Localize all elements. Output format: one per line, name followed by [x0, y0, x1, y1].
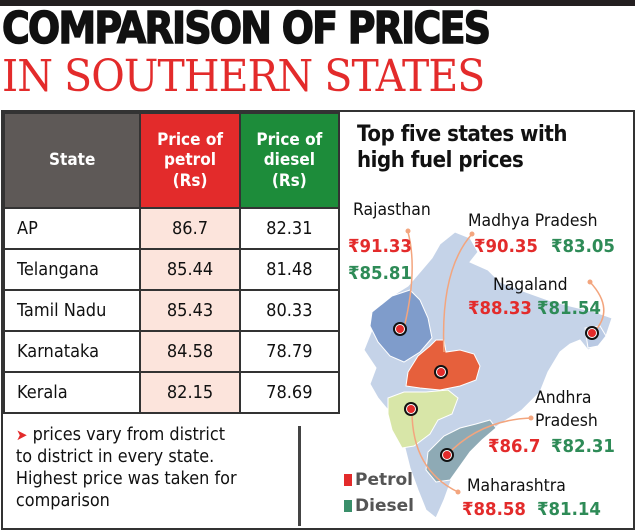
legend-diesel-label: Diesel	[355, 496, 414, 516]
andhra-pradesh-petrol-price: ₹86.7	[488, 436, 541, 457]
header-diesel-line2: diesel	[263, 150, 315, 171]
rajasthan-label: Rajasthan	[353, 200, 431, 220]
petrol-cell: 82.15	[139, 371, 241, 414]
table-row: Kerala 82.15 78.69	[2, 371, 341, 414]
footnote-line3: Highest price was taken for	[15, 469, 237, 490]
petrol-cell: 86.7	[139, 207, 241, 250]
bullet-arrow-icon: ➤	[15, 426, 28, 444]
andhra-pradesh-label-line2: Pradesh	[535, 411, 598, 431]
andhra-leader-line	[446, 417, 532, 456]
nagaland-marker	[585, 326, 599, 340]
andhra-pradesh-label-line1: Andhra	[535, 388, 592, 408]
table-row: Telangana 85.44 81.48	[2, 248, 341, 291]
andhra-pradesh-region	[425, 419, 497, 483]
andhra-pradesh-marker	[440, 448, 454, 462]
madhya-pradesh-leader-dot	[469, 231, 475, 237]
map-subtitle: Top five states with high fuel prices	[357, 122, 567, 175]
maharashtra-diesel-price: ₹81.14	[537, 499, 601, 520]
footnote: ➤ prices vary from district to district …	[3, 418, 279, 512]
legend-diesel: Diesel	[344, 496, 414, 516]
diesel-cell: 81.48	[238, 248, 341, 291]
madhya-pradesh-label: Madhya Pradesh	[468, 211, 598, 231]
madhya-pradesh-diesel-price: ₹83.05	[551, 236, 615, 257]
header-petrol-line3: (Rs)	[172, 170, 208, 191]
andhra-pradesh-diesel-price: ₹82.31	[551, 436, 615, 457]
table-header-row: State Price of petrol (Rs) Price of dies…	[2, 112, 341, 209]
header-state: State	[2, 112, 142, 209]
table-row: Tamil Nadu 85.43 80.33	[2, 289, 341, 332]
state-cell: Tamil Nadu	[2, 289, 142, 332]
rajasthan-leader-line	[403, 231, 413, 329]
petrol-cell: 85.44	[139, 248, 241, 291]
diesel-cell: 82.31	[238, 207, 341, 250]
state-cell: Kerala	[2, 371, 142, 414]
diesel-cell: 80.33	[238, 289, 341, 332]
state-cell: AP	[2, 207, 142, 250]
footnote-line1: prices vary from district	[32, 425, 226, 445]
legend-petrol: Petrol	[344, 470, 413, 490]
andhra-leader-dot	[528, 415, 534, 421]
rajasthan-leader-dot	[405, 228, 411, 234]
nagaland-diesel-price: ₹81.54	[537, 298, 601, 319]
maharashtra-leader-dot	[455, 489, 461, 495]
footnote-divider	[298, 426, 301, 526]
maharashtra-leader-line	[411, 410, 459, 493]
headline-line2: IN SOUTHERN STATES	[2, 51, 485, 102]
header-petrol: Price of petrol (Rs)	[139, 112, 241, 209]
header-petrol-line2: petrol	[164, 150, 216, 171]
header-diesel-line1: Price of	[256, 129, 323, 150]
header-diesel-line3: (Rs)	[271, 170, 307, 191]
header-petrol-line1: Price of	[157, 129, 223, 150]
maharashtra-petrol-price: ₹88.58	[462, 499, 526, 520]
headline-line1: COMPARISON OF PRICES	[1, 3, 491, 55]
diesel-cell: 78.69	[238, 371, 341, 414]
nagaland-leader-dot	[587, 279, 593, 285]
footnote-line4: comparison	[15, 491, 110, 512]
maharashtra-region	[387, 389, 459, 449]
table-row: Karnataka 84.58 78.79	[2, 330, 341, 373]
diesel-cell: 78.79	[238, 330, 341, 373]
state-cell: Karnataka	[2, 330, 142, 373]
nagaland-label: Nagaland	[493, 275, 568, 295]
footnote-line2: to district in every state.	[15, 447, 215, 468]
diesel-swatch-icon	[344, 500, 352, 512]
petrol-cell: 84.58	[139, 330, 241, 373]
petrol-cell: 85.43	[139, 289, 241, 332]
madhya-pradesh-region	[405, 339, 481, 391]
madhya-pradesh-petrol-price: ₹90.35	[474, 236, 538, 257]
maharashtra-marker	[404, 402, 418, 416]
content-frame	[1, 110, 635, 530]
price-table: State Price of petrol (Rs) Price of dies…	[2, 112, 341, 414]
state-cell: Telangana	[2, 248, 142, 291]
header-diesel: Price of diesel (Rs)	[238, 112, 341, 209]
rajasthan-petrol-price: ₹91.33	[348, 236, 412, 257]
map-subtitle-line2: high fuel prices	[357, 148, 524, 174]
map-subtitle-line1: Top five states with	[357, 122, 568, 147]
rajasthan-marker	[393, 322, 407, 336]
legend-petrol-label: Petrol	[355, 470, 414, 490]
table-row: AP 86.7 82.31	[2, 207, 341, 250]
madhya-pradesh-leader-line	[442, 233, 473, 353]
maharashtra-label: Maharashtra	[467, 476, 566, 496]
nagaland-petrol-price: ₹88.33	[468, 298, 532, 319]
top-rule	[0, 0, 635, 6]
petrol-swatch-icon	[344, 474, 352, 486]
madhya-pradesh-marker	[434, 365, 448, 379]
rajasthan-diesel-price: ₹85.81	[348, 263, 412, 284]
